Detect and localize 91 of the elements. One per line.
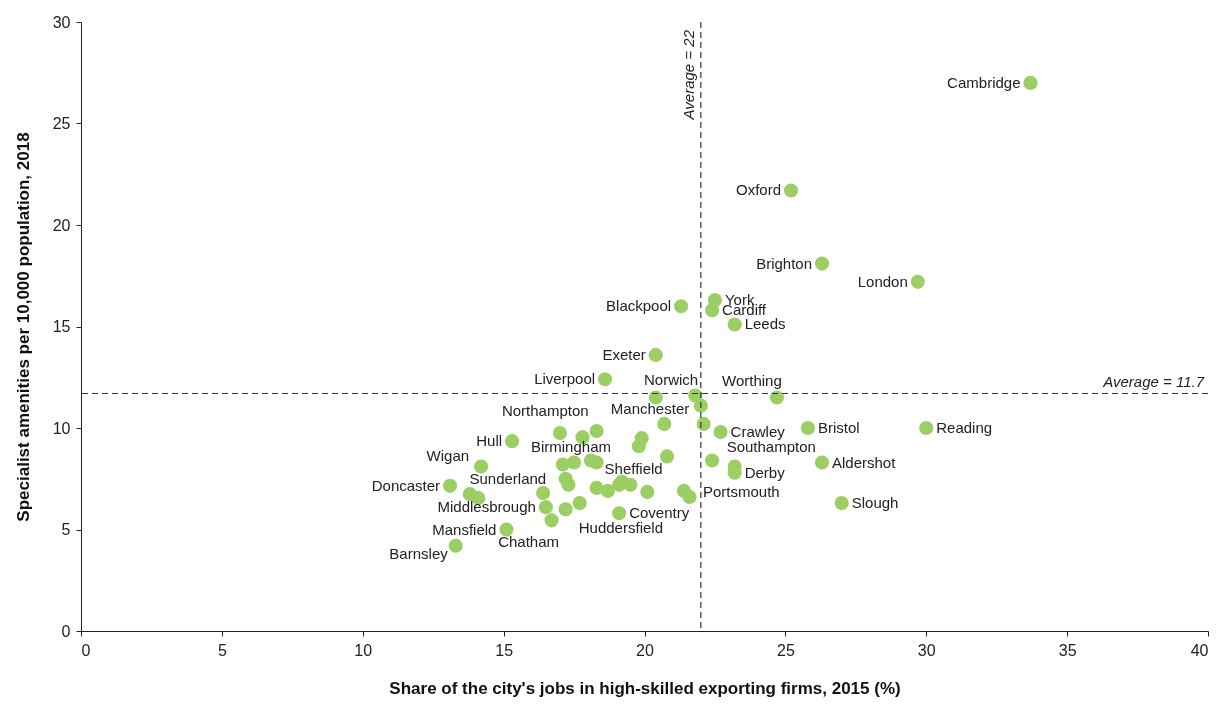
point xyxy=(693,398,708,413)
data-label: Birmingham xyxy=(530,438,611,456)
point xyxy=(657,416,672,431)
y-tick-label: 25 xyxy=(52,115,71,132)
x-tick-label: 25 xyxy=(776,641,795,659)
y-tick-label: 15 xyxy=(52,318,71,335)
point xyxy=(544,513,559,528)
x-tick-label: 35 xyxy=(1058,641,1077,659)
y-tick-label: 10 xyxy=(52,419,71,437)
data-label: Brighton xyxy=(756,254,812,272)
point xyxy=(682,489,697,505)
data-label: Manchester xyxy=(610,399,690,417)
x-tick-label: 10 xyxy=(354,641,373,659)
x-tick-label: 15 xyxy=(495,641,514,659)
point xyxy=(674,299,689,314)
point xyxy=(623,477,638,492)
point xyxy=(648,347,663,362)
data-label: Mansfield xyxy=(432,520,497,538)
ref-line-label: Average = 22 xyxy=(679,29,697,121)
point xyxy=(1023,75,1038,90)
point xyxy=(474,459,489,474)
point xyxy=(814,455,830,470)
data-label: Oxford xyxy=(735,181,782,199)
x-tick-label: 40 xyxy=(1190,641,1209,659)
data-label: Aldershot xyxy=(832,453,897,471)
data-label: Derby xyxy=(744,463,786,481)
point xyxy=(727,317,742,332)
data-label: Sheffield xyxy=(604,459,663,477)
x-tick-label: 30 xyxy=(917,641,936,659)
point xyxy=(505,434,520,449)
x-tick-label: 20 xyxy=(636,641,654,659)
x-tick-label: 0 xyxy=(81,641,91,659)
data-label: Blackpool xyxy=(606,297,672,315)
data-label: Slough xyxy=(851,494,899,512)
point xyxy=(499,522,514,537)
point xyxy=(659,449,675,464)
y-tick-label: 20 xyxy=(52,216,71,234)
point xyxy=(705,453,720,468)
data-label: Norwich xyxy=(644,370,699,388)
point xyxy=(597,372,613,387)
x-tick-label: 5 xyxy=(217,641,227,659)
point xyxy=(919,420,934,436)
x-axis-title: Share of the city's jobs in high-skilled exporting firms, 2015 (%) xyxy=(389,678,901,698)
point xyxy=(589,480,604,495)
point xyxy=(713,425,728,440)
point xyxy=(769,390,784,405)
point xyxy=(558,502,573,517)
data-label: Sunderland xyxy=(469,469,547,487)
point xyxy=(696,416,711,431)
data-label: Middlesbrough xyxy=(437,498,536,516)
y-tick-label: 0 xyxy=(61,622,71,640)
point xyxy=(538,500,553,515)
y-axis-title: Specialist amenities per 10,000 population, 2018 xyxy=(13,132,33,522)
data-label: Exeter xyxy=(602,345,646,363)
point xyxy=(612,506,627,521)
point xyxy=(443,478,458,493)
point xyxy=(800,420,815,436)
point xyxy=(705,303,720,318)
data-label: Cambridge xyxy=(947,73,1021,91)
point xyxy=(572,496,587,511)
point xyxy=(600,483,615,498)
point xyxy=(536,485,551,501)
data-label: Wigan xyxy=(426,446,470,464)
point xyxy=(589,423,604,439)
point xyxy=(640,484,655,499)
data-label: Northampton xyxy=(501,402,589,420)
point xyxy=(552,426,568,441)
point xyxy=(814,256,830,271)
data-label: Hull xyxy=(476,432,503,450)
data-label: Portsmouth xyxy=(702,482,780,500)
data-label: Leeds xyxy=(744,315,786,333)
point xyxy=(566,455,582,470)
data-label: Reading xyxy=(936,419,993,436)
ref-line-label: Average = 11.7 xyxy=(1102,373,1205,391)
y-tick-label: 30 xyxy=(52,13,71,31)
data-label: Bristol xyxy=(817,419,860,436)
data-label: Worthing xyxy=(722,371,782,389)
point xyxy=(589,455,604,470)
data-label: Doncaster xyxy=(371,476,441,494)
data-label: London xyxy=(857,272,908,290)
point xyxy=(834,496,849,511)
point xyxy=(448,538,463,553)
data-label: Barnsley xyxy=(389,544,449,562)
data-label: Liverpool xyxy=(534,370,596,388)
point xyxy=(631,439,646,454)
point xyxy=(910,274,925,289)
point xyxy=(561,477,576,492)
point xyxy=(783,183,799,198)
y-tick-label: 5 xyxy=(61,521,71,538)
data-label: Crawley xyxy=(730,423,786,441)
data-label: Chatham xyxy=(498,533,560,551)
